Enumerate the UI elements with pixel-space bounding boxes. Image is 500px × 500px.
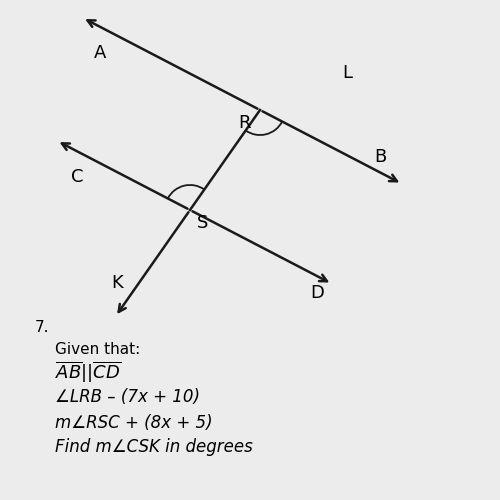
Text: D: D [310,284,324,302]
Text: m∠RSC + (8x + 5): m∠RSC + (8x + 5) [55,414,212,432]
Text: B: B [374,148,386,166]
Text: 7.: 7. [35,320,50,335]
Text: ∠LRB – (7x + 10): ∠LRB – (7x + 10) [55,388,200,406]
Text: A: A [94,44,106,62]
Text: C: C [72,168,84,186]
Text: $\overline{AB}$||$\overline{CD}$: $\overline{AB}$||$\overline{CD}$ [55,360,121,385]
Text: Find m∠CSK in degrees: Find m∠CSK in degrees [55,438,253,456]
Text: L: L [342,64,352,82]
Text: R: R [239,114,252,132]
Text: S: S [197,214,208,232]
Text: Given that:: Given that: [55,342,140,357]
Text: K: K [112,274,124,291]
